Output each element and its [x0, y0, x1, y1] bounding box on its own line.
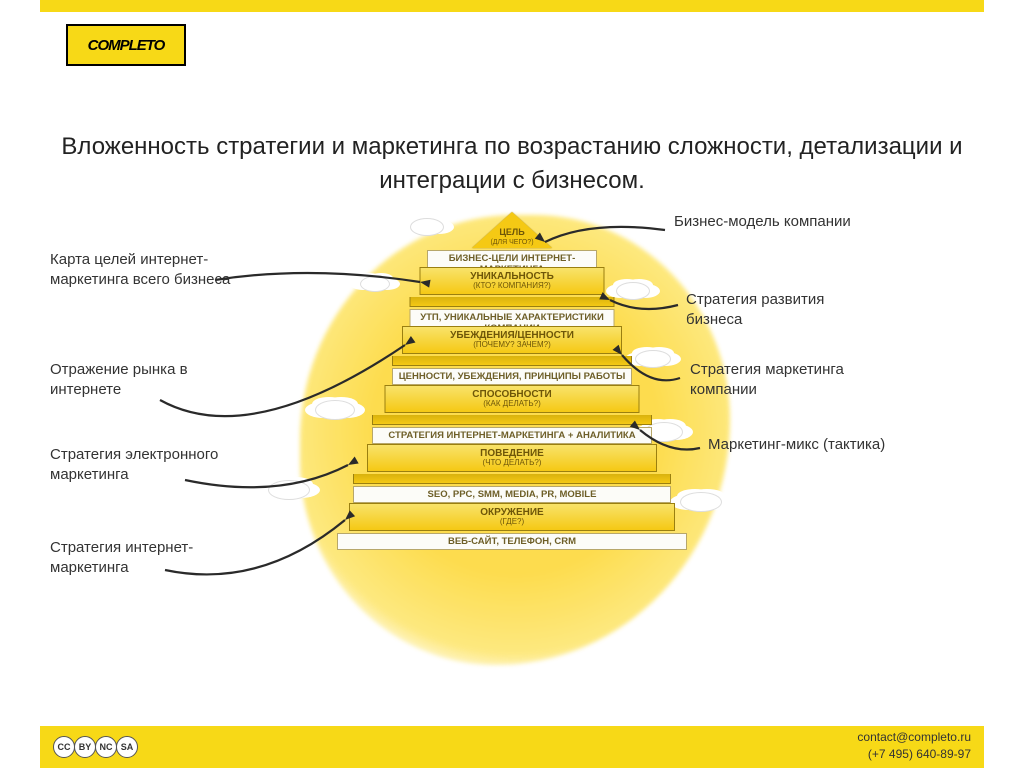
brand-logo: COMPLETO: [66, 24, 186, 66]
contact-email: contact@completo.ru: [857, 729, 971, 746]
cc-badge-part: CC: [53, 736, 75, 758]
callout-label: Карта целей интернет-маркетинга всего би…: [50, 250, 240, 289]
callout-label: Стратегия маркетинга компании: [690, 360, 880, 399]
contact-info: contact@completo.ru (+7 495) 640-89-97: [857, 729, 971, 763]
header-accent-bar: [40, 0, 984, 12]
slide-title: Вложенность стратегии и маркетинга по во…: [0, 130, 1024, 197]
cc-license-badge: CCBYNCSA: [53, 736, 137, 758]
pyramid-diagram: ЦЕЛЬ(ДЛЯ ЧЕГО?)БИЗНЕС-ЦЕЛИ ИНТЕРНЕТ-МАРК…: [0, 210, 1024, 690]
callout-label: Маркетинг-микс (тактика): [708, 435, 885, 455]
callout-label: Бизнес-модель компании: [674, 212, 851, 232]
contact-phone: (+7 495) 640-89-97: [857, 746, 971, 763]
cc-badge-part: SA: [116, 736, 138, 758]
cc-badge-part: BY: [74, 736, 96, 758]
cc-badge-part: NC: [95, 736, 117, 758]
callout-label: Отражение рынка в интернете: [50, 360, 240, 399]
callout-label: Стратегия электронного маркетинга: [50, 445, 240, 484]
callout-label: Стратегия развития бизнеса: [686, 290, 876, 329]
footer-accent-bar: [40, 726, 984, 768]
callout-label: Стратегия интернет-маркетинга: [50, 538, 240, 577]
